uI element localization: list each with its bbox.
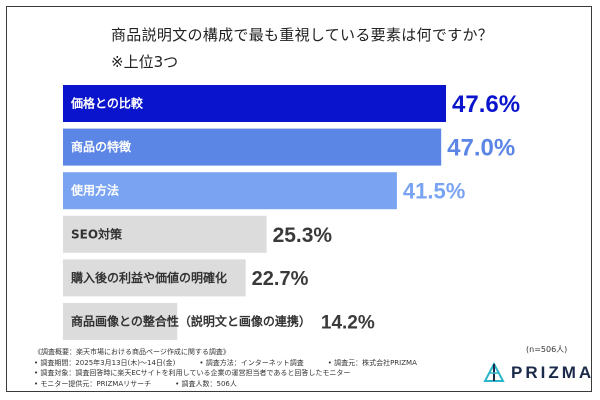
value-label: 25.3% bbox=[273, 224, 333, 247]
category-label: 購入後の利益や価値の明確化 bbox=[70, 270, 227, 285]
footnote-line: • 調査人数：506人 bbox=[175, 379, 237, 388]
footnote-line: • 調査期間：2025年3月13日(木)〜14日(金) bbox=[34, 358, 176, 367]
chart-title: 商品説明文の構成で最も重視している要素は何ですか？ bbox=[111, 26, 494, 44]
logo-text: PRIZMA bbox=[511, 363, 595, 382]
footnote-line: 《調査概要：楽天市場における商品ページ作成に関する調査》 bbox=[34, 348, 230, 356]
value-label: 41.5% bbox=[403, 179, 465, 204]
footnote-line: • 調査方法：インターネット調査 bbox=[199, 358, 304, 367]
survey-footnotes: 《調査概要：楽天市場における商品ページ作成に関する調査》 • 調査期間：2025… bbox=[34, 347, 417, 389]
sample-count: (n=506人) bbox=[526, 345, 568, 354]
bar-3 bbox=[63, 172, 397, 210]
value-label: 47.0% bbox=[447, 135, 515, 162]
prizma-logo: PRIZMA bbox=[483, 362, 594, 384]
footnote-line: • 調査元：株式会社PRIZMA bbox=[327, 358, 417, 367]
bar-5 bbox=[63, 259, 246, 297]
bar-2 bbox=[63, 128, 442, 166]
category-label: 商品の特徴 bbox=[71, 139, 132, 154]
prizma-logo-icon bbox=[483, 362, 505, 382]
bar-4 bbox=[63, 215, 267, 253]
category-label: 商品画像との整合性（説明文と画像の連携） bbox=[71, 314, 311, 329]
category-label: 使用方法 bbox=[70, 183, 119, 198]
category-label: SEO対策 bbox=[71, 226, 123, 241]
value-label: 22.7% bbox=[252, 268, 309, 290]
bar-1 bbox=[63, 85, 446, 122]
footnote-line: • 調査対象：調査回答時に楽天ECサイトを利用している企業の運営担当者であると回… bbox=[34, 369, 351, 377]
footnote-line: • モニター提供元：PRIZMAリサーチ bbox=[34, 379, 152, 388]
value-label: 47.6% bbox=[452, 91, 520, 118]
bar-6 bbox=[63, 303, 178, 340]
value-label: 14.2% bbox=[321, 312, 375, 333]
chart-subtitle: ※上位3つ bbox=[111, 53, 179, 71]
category-label: 価格との比較 bbox=[70, 96, 144, 111]
